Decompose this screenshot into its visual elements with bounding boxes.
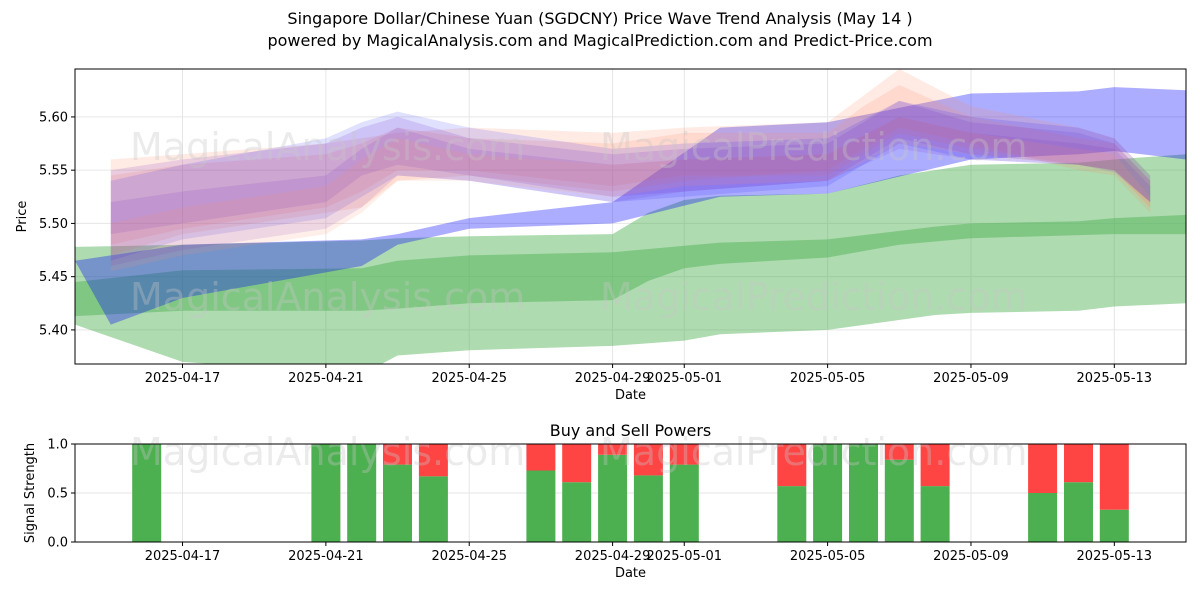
sell-bar [598, 444, 628, 455]
x-tick-label: 2025-05-13 [1077, 549, 1153, 564]
buy-sell-plot: MagicalAnalysis.com MagicalPrediction.com… [23, 421, 1187, 581]
x-tick-label: 2025-05-01 [646, 371, 722, 386]
price-band-salmon [110, 116, 1151, 272]
sell-bar [633, 444, 663, 476]
x-tick-label: 2025-05-01 [646, 549, 722, 564]
price-band-salmon [110, 69, 1151, 256]
x-tick-label: 2025-05-05 [790, 371, 866, 386]
y-tick-label: 5.55 [39, 164, 68, 179]
buy-bar [132, 444, 162, 542]
y-tick-label: 5.40 [39, 323, 68, 338]
watermark-text: MagicalAnalysis.com [130, 275, 525, 319]
chart-title: Singapore Dollar/Chinese Yuan (SGDCNY) P… [287, 9, 913, 28]
x-tick-label: 2025-04-21 [288, 371, 364, 386]
watermark-text: MagicalAnalysis.com [130, 125, 525, 169]
buy-bar [347, 444, 377, 542]
price-wave-plot: MagicalAnalysis.com MagicalPrediction.com… [15, 68, 1187, 403]
price-band-blue [110, 100, 1151, 261]
buy-bar [1099, 509, 1129, 542]
chart-subtitle: powered by MagicalAnalysis.com and Magic… [267, 31, 933, 50]
buy-bar [813, 444, 843, 542]
price-band-salmon [110, 85, 1151, 245]
buy-bar [598, 454, 628, 542]
sell-bar [1099, 444, 1129, 510]
sell-bar [920, 444, 950, 487]
sell-bar [526, 444, 556, 471]
y-tick-label: 5.60 [39, 110, 68, 125]
x-axis-label: Date [615, 566, 646, 581]
x-tick-label: 2025-04-25 [431, 549, 507, 564]
y-axis-label: Price [15, 201, 30, 233]
subplot-title: Buy and Sell Powers [550, 421, 712, 440]
x-tick-label: 2025-05-05 [790, 549, 866, 564]
sell-bar [383, 444, 412, 465]
y-tick-label: 5.50 [39, 217, 68, 232]
x-tick-label: 2025-04-29 [575, 371, 651, 386]
price-band-purple [110, 100, 1151, 235]
x-tick-label: 2025-05-13 [1077, 371, 1153, 386]
price-band-blue [75, 87, 1186, 325]
x-tick-label: 2025-04-29 [575, 549, 651, 564]
price-band-purple [110, 116, 1151, 267]
watermark-text: MagicalPrediction.com [600, 275, 1028, 319]
price-band-green [75, 214, 1186, 364]
buy-bar [920, 486, 950, 542]
buy-bar [311, 444, 341, 542]
sell-bar [1064, 444, 1093, 483]
price-band-green [75, 154, 1186, 317]
price-bands [75, 69, 1186, 364]
plot-frame [74, 68, 1187, 365]
buy-bar [1028, 493, 1058, 542]
y-tick-label: 0.0 [47, 536, 68, 551]
x-tick-label: 2025-04-17 [145, 371, 221, 386]
y-tick-label: 1.0 [47, 438, 68, 453]
buy-bar [849, 444, 878, 542]
buy-bar [418, 476, 448, 542]
x-tick-label: 2025-05-09 [933, 371, 1009, 386]
buy-bar [669, 464, 699, 542]
x-tick-label: 2025-04-25 [431, 371, 507, 386]
buy-bar [1064, 482, 1093, 542]
sell-bar [1028, 444, 1058, 493]
sell-bar [884, 444, 914, 460]
buy-bar [884, 459, 914, 542]
buy-bar [526, 470, 556, 542]
sell-bar [669, 444, 699, 465]
y-tick-label: 5.45 [39, 270, 68, 285]
x-axis-label: Date [615, 388, 646, 403]
watermark-text: MagicalAnalysis.com [130, 430, 525, 474]
buy-bar [562, 482, 592, 542]
y-tick-label: 0.5 [47, 487, 68, 502]
watermark-text: MagicalPrediction.com [600, 125, 1028, 169]
sell-bar [777, 444, 807, 487]
x-tick-label: 2025-04-21 [288, 549, 364, 564]
sell-bar [418, 444, 448, 477]
buy-bar [633, 475, 663, 542]
power-bars [132, 444, 1129, 542]
y-axis-label: Signal Strength [23, 443, 38, 543]
x-tick-label: 2025-05-09 [933, 549, 1009, 564]
watermark-text: MagicalPrediction.com [600, 430, 1028, 474]
buy-bar [383, 464, 412, 542]
buy-bar [777, 486, 807, 542]
sell-bar [562, 444, 592, 483]
x-tick-label: 2025-04-17 [145, 549, 221, 564]
